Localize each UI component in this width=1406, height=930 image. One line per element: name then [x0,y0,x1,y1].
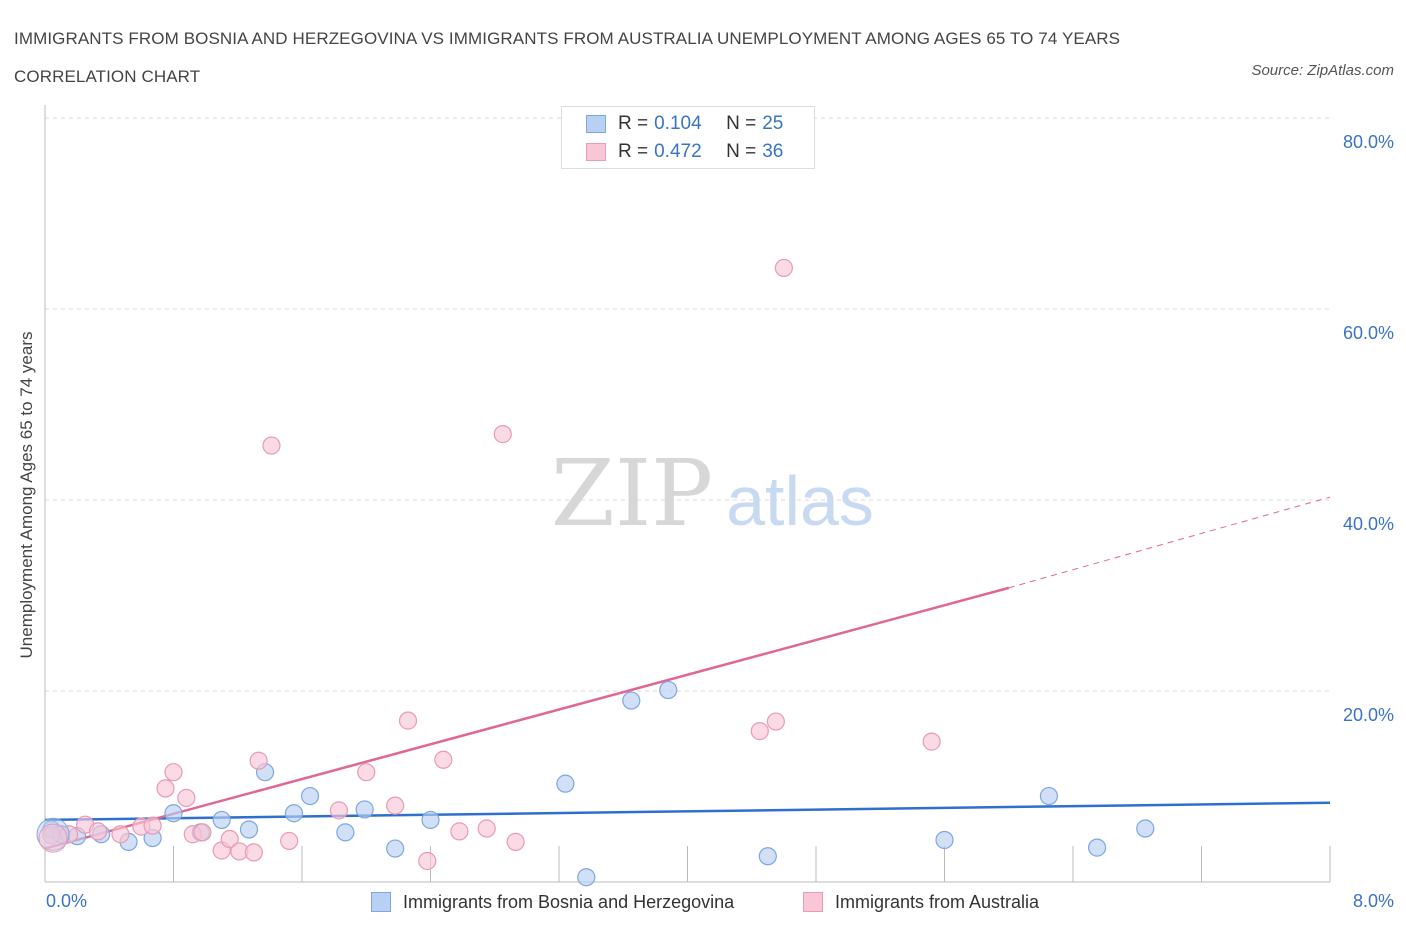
bottom-legend-bosnia: Immigrants from Bosnia and Herzegovina [371,889,734,915]
australia-point [244,843,263,862]
australia-trend-extension [1008,496,1331,589]
x-tick-max: 8.0% [1352,891,1394,911]
bosnia-point [300,786,320,806]
bosnia-point [239,820,259,839]
bosnia-point [935,830,954,850]
bosnia-point [284,804,304,823]
australia-point [156,779,175,798]
australia-trend-line [44,586,1010,850]
bosnia-point [386,839,405,858]
trend-lines [44,496,1331,850]
australia-point [164,763,183,782]
australia-point [493,425,512,444]
legend-swatch-pink [586,143,606,161]
correlation-legend: R = 0.104 N = 25 R = 0.472 N = 36 [561,106,815,169]
australia-point [418,851,437,871]
source-label: Source: ZipAtlas.com [1251,62,1394,79]
bosnia-point [1087,838,1107,857]
grid-lines [45,117,1330,692]
australia-point [386,796,405,815]
legend-r-value: 0.472 [654,141,702,162]
bosnia-point [164,804,183,823]
legend-series-name: Immigrants from Bosnia and Herzegovina [403,891,735,912]
bosnia-point [1039,786,1059,806]
australia-point [143,816,162,835]
legend-swatch-pink [803,892,823,912]
y-tick-label: 20.0% [1342,705,1394,725]
australia-point [329,801,349,820]
legend-n-value: 36 [762,141,784,162]
legend-swatch-blue [371,892,391,912]
bosnia-point [336,823,355,842]
australia-point [193,823,212,842]
x-tick-min: 0.0% [46,891,88,911]
bosnia-point [659,680,678,700]
australia-point [774,258,793,278]
australia-point [434,750,453,769]
australia-point [177,788,196,808]
y-tick-label: 60.0% [1342,323,1394,343]
legend-n-label: N = [726,113,757,134]
bosnia-point [758,847,777,866]
legend-r-label: R = [618,113,649,134]
data-points [36,258,1155,887]
australia-point [506,832,525,851]
australia-point-cluster [38,823,68,853]
bosnia-point [212,810,231,830]
australia-point [357,763,376,782]
bottom-legend-australia: Immigrants from Australia [803,889,1039,915]
legend-n-value: 25 [762,113,784,134]
watermark-atlas: atlas [726,462,874,540]
australia-point [262,436,281,455]
australia-point [750,722,769,741]
bosnia-trend-line [44,801,1331,822]
bosnia-point [1136,819,1155,838]
bosnia-point [355,800,374,819]
australia-point [766,712,785,731]
bosnia-point [556,774,575,793]
legend-row-australia: R = 0.472 N = 36 [586,140,783,164]
legend-n-label: N = [726,141,757,162]
australia-point [450,822,469,841]
legend-r-value: 0.104 [654,113,702,134]
chart-title: IMMIGRANTS FROM BOSNIA AND HERZEGOVINA V… [14,29,1121,86]
legend-row-bosnia: R = 0.104 N = 25 [586,112,783,136]
australia-point [922,732,941,751]
legend-series-name: Immigrants from Australia [835,891,1040,912]
y-tick-label: 40.0% [1342,514,1394,534]
australia-point [111,825,130,844]
legend-r-label: R = [618,141,649,162]
y-tick-label: 80.0% [1342,132,1394,152]
bosnia-point [622,691,641,710]
australia-point [249,751,268,770]
watermark: ZIP atlas [551,440,874,547]
australia-point [220,829,239,849]
australia-point [280,831,299,851]
watermark-zip: ZIP [551,440,713,547]
australia-point [398,711,418,730]
legend-swatch-blue [586,115,606,133]
axes [44,105,1331,883]
bosnia-point [421,810,440,830]
australia-point [477,819,496,838]
australia-point [88,822,108,841]
bosnia-point [577,868,596,887]
